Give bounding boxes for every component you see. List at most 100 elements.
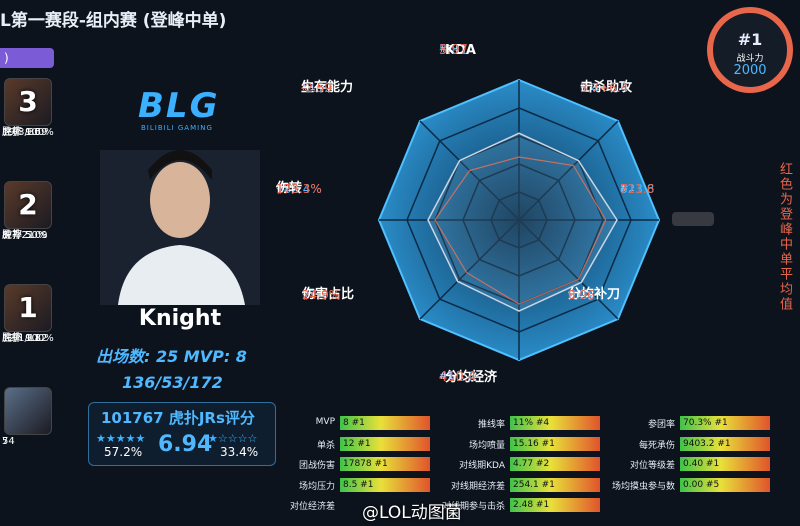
stat-bar: 17878 #1: [340, 457, 430, 471]
blurred-label: [672, 212, 714, 226]
face: [150, 162, 210, 238]
player-value: 182.4%: [276, 182, 322, 196]
player-value: 5.81: [439, 43, 468, 58]
stat-bar: 8 #1: [340, 416, 430, 430]
votes: 101767 虎扑JRs评分: [101, 409, 255, 427]
axis-rank: #1: [568, 289, 583, 300]
player-value: 5.4+6.9: [580, 81, 629, 95]
player-value: 9.24: [568, 288, 595, 302]
stat-bar: 254.1 #1: [510, 477, 600, 492]
axis-rank: #1: [302, 289, 317, 300]
stat-bar: 70.3% #1: [680, 416, 770, 430]
power-badge: [707, 7, 793, 93]
watermark: @LOL动图菌: [362, 503, 462, 523]
note: 红色为登峰中单平均值: [777, 162, 792, 312]
axis-rank: #1: [439, 44, 454, 55]
tab[interactable]: ): [0, 48, 54, 68]
power-value: 2000: [733, 63, 767, 78]
games: 出场数: 25 MVP: 8: [96, 347, 247, 366]
stat-label: 对线期KDA: [459, 461, 505, 471]
hair: [148, 150, 212, 180]
average-value: 711.6: [620, 182, 655, 196]
radar-spoke: [518, 120, 619, 221]
axis-rank: #1: [439, 371, 454, 382]
game-hupu: 54: [2, 436, 15, 447]
stat-label: 对位经济差: [289, 502, 335, 512]
stat-label: 对线期参与击杀: [441, 502, 505, 512]
player-value: -2.12: [301, 81, 333, 95]
score: 6.94: [158, 432, 213, 457]
stat-label: 参团率: [647, 420, 675, 430]
stat-bar: 4.77 #2: [510, 457, 600, 471]
stat-bar: 8.5 #1: [340, 477, 430, 492]
game-card: 1 12/1/11 胜率 100% 虎扑 9.82: [2, 284, 54, 344]
average-value: 3.7+6.4: [580, 81, 629, 95]
power-rank: #1: [737, 30, 763, 49]
axis-label: 伤转: [276, 181, 303, 196]
vote-box: [88, 402, 276, 466]
radar-spoke: [419, 219, 520, 320]
stat-label: MVP: [315, 417, 335, 427]
axis-rank: #1: [301, 82, 316, 93]
axis-label: 分均补刀: [568, 287, 621, 302]
axis-label: 击杀助攻: [580, 80, 633, 95]
average-value: 24.9%: [302, 288, 341, 302]
power-label: 战斗力: [736, 54, 764, 64]
game-rank: 2: [4, 181, 52, 229]
stars-full: ★★★★★: [96, 432, 146, 445]
average-value: 410.4: [439, 370, 477, 385]
axis-label: 生存能力: [301, 80, 354, 95]
game-kda: 12/1/11: [2, 333, 41, 344]
stat-label: 单杀: [316, 440, 335, 451]
player-shape: [427, 132, 618, 312]
stat-label: 对位等级差: [629, 461, 675, 471]
game-winrate: 胜率 100%: [2, 127, 54, 138]
title: L第一赛段-组内赛 (登峰中单): [0, 11, 227, 31]
average-value: 3.97: [439, 43, 468, 58]
axis-label: 伤害占比: [302, 287, 355, 302]
game-hupu: 虎扑 9.82: [2, 333, 48, 344]
stat-label: 场均摸虫参与数: [611, 481, 675, 492]
game-card: 3 19/3/30 胜率 100% 虎扑 9.59: [2, 78, 54, 138]
game-card: 7 54: [2, 387, 52, 447]
stat-bar: 0.40 #1: [680, 457, 770, 471]
axis-rank: #1: [276, 183, 291, 194]
axis-label: KDA: [445, 43, 476, 58]
team-logo: BLG: [138, 86, 220, 126]
average-value: 8.96: [568, 288, 595, 302]
stat-bar: 0.00 #5: [680, 477, 770, 492]
stat-label: 推线率: [477, 420, 505, 430]
stat-bar: 15.16 #1: [510, 436, 600, 451]
stat-bar: 9403.2 #1: [680, 436, 770, 451]
average-value: 173.3%: [276, 182, 322, 196]
axis-rank: #1: [620, 183, 635, 194]
player-value: 27.9%: [302, 288, 341, 302]
stars-empty: ★☆☆☆☆: [208, 432, 258, 445]
stat-bar: 11% #4: [510, 416, 600, 430]
axis-rank: #1: [580, 82, 595, 93]
game-rank: 3: [4, 78, 52, 126]
game-rank: 1: [4, 284, 52, 332]
jersey: [118, 245, 245, 305]
game-hupu: 虎扑 5.09: [2, 230, 48, 241]
left-pct: 57.2%: [104, 445, 143, 459]
player-value: 451.6: [439, 370, 477, 385]
game-kda: 19/3/30: [2, 127, 41, 138]
game-kda: 8/7/21: [2, 230, 35, 241]
kda: 136/53/172: [122, 373, 223, 392]
stat-label: 团战伤害: [298, 461, 335, 471]
axis-label: 分均经济: [445, 370, 498, 385]
team-name: BILIBILI GAMING: [141, 124, 213, 132]
stat-label: 场均压力: [298, 481, 335, 492]
radar-spoke: [518, 219, 619, 320]
game-kda: 7: [2, 436, 9, 447]
average-shape: [434, 156, 607, 305]
stat-bar: 12 #1: [340, 436, 430, 451]
right-pct: 33.4%: [220, 445, 259, 459]
stat-label: 对线期经济差: [450, 481, 505, 492]
game-winrate: 胜率 100%: [2, 333, 54, 344]
game-hupu: 虎扑 9.59: [2, 127, 48, 138]
game-winrate: 胜率 50%: [2, 230, 48, 241]
